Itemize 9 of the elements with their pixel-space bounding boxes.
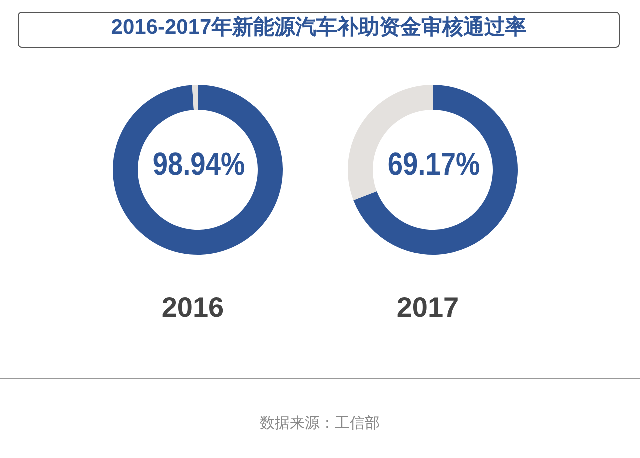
chart-title: 2016-2017年新能源汽车补助资金审核通过率 [111, 16, 527, 39]
data-label: 69.17% [386, 146, 482, 183]
data-label: 98.94% [152, 146, 246, 183]
donut-slice [113, 85, 283, 255]
text: 2016 [160, 292, 226, 324]
text: 2017 [396, 292, 460, 324]
source-note: 数据来源：工信部 [259, 414, 381, 433]
donut-slice [192, 85, 198, 110]
donut-slice [354, 85, 518, 255]
